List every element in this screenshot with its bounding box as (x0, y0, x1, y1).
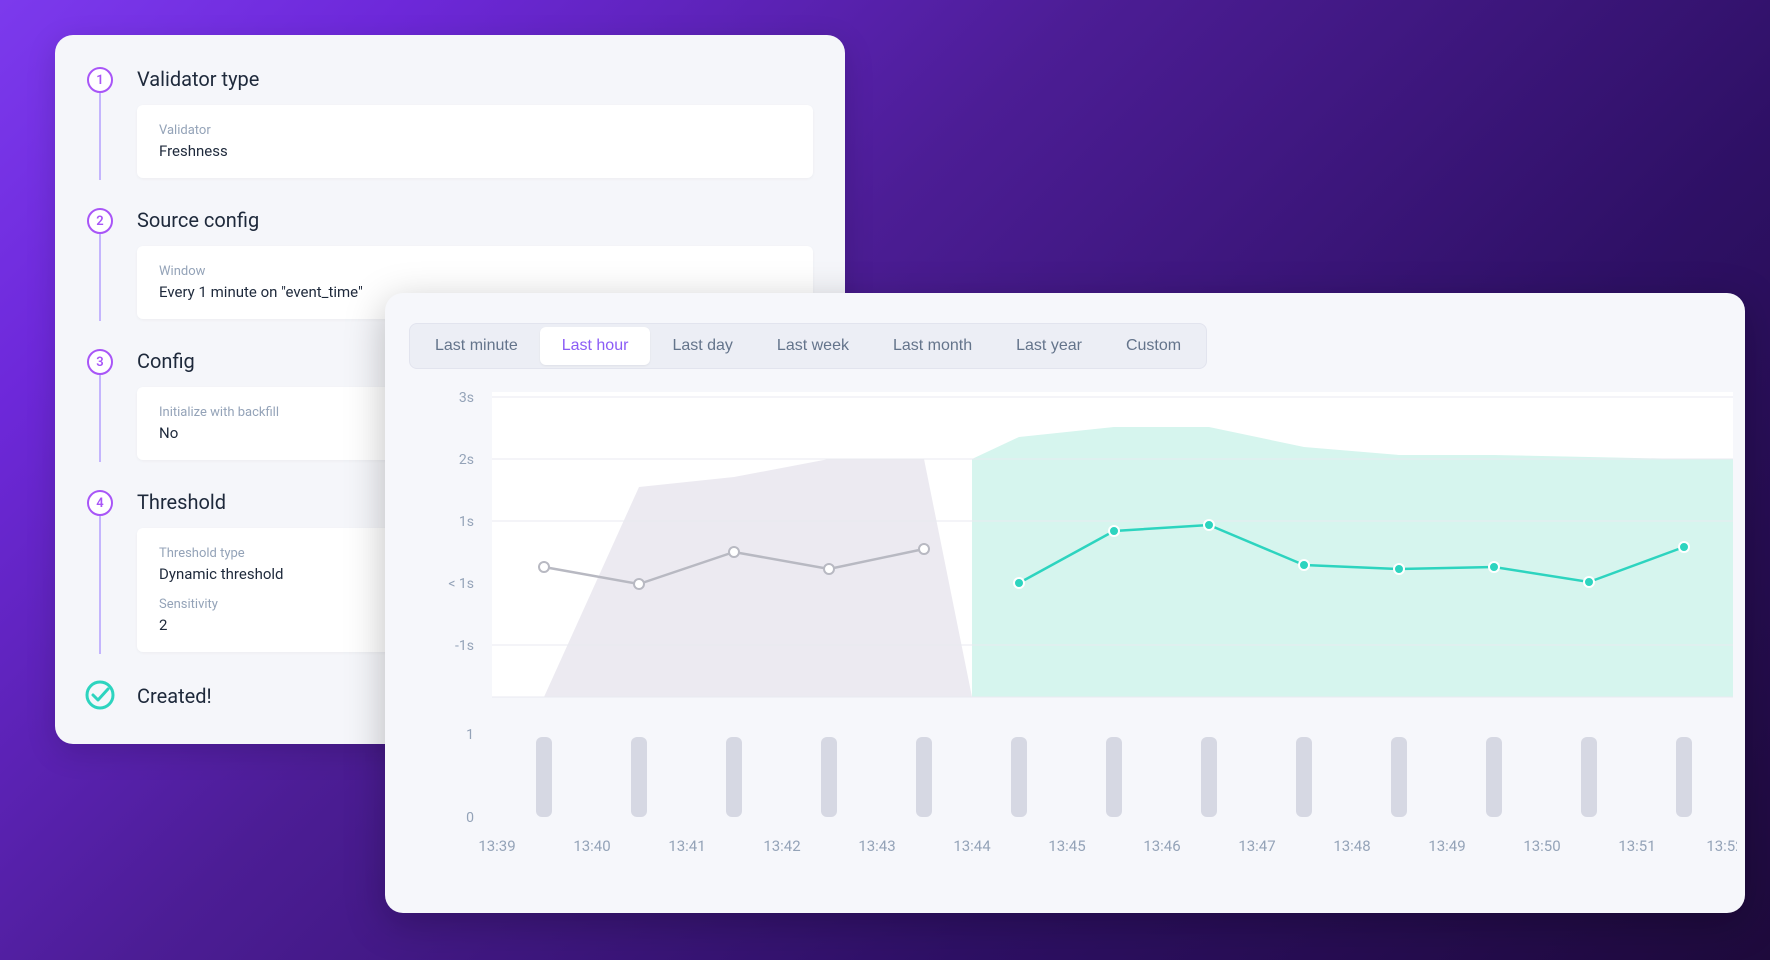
y-axis-tick-label: 1 (466, 727, 474, 743)
time-range-tab[interactable]: Last hour (540, 327, 651, 365)
y-axis-tick-label: 0 (466, 810, 474, 826)
x-axis-tick-label: 13:48 (1333, 837, 1370, 855)
data-point[interactable] (1109, 526, 1119, 536)
x-axis-tick-label: 13:47 (1238, 837, 1275, 855)
data-point[interactable] (1584, 577, 1594, 587)
bar[interactable] (916, 737, 932, 817)
bar[interactable] (631, 737, 647, 817)
x-axis-tick-label: 13:45 (1048, 837, 1085, 855)
step-connector (99, 93, 101, 180)
data-point[interactable] (1299, 560, 1309, 570)
step-number-badge: 1 (87, 67, 113, 93)
data-point[interactable] (729, 547, 739, 557)
time-range-tabs: Last minuteLast hourLast dayLast weekLas… (409, 323, 1207, 369)
x-axis-tick-label: 13:52 (1706, 837, 1737, 855)
area-band-teal (972, 427, 1733, 697)
x-axis-tick-label: 13:46 (1143, 837, 1180, 855)
x-axis-tick-label: 13:40 (573, 837, 610, 855)
step-details-box: Validator Freshness (137, 105, 813, 178)
step-detail-value: Freshness (159, 142, 791, 160)
bar[interactable] (1106, 737, 1122, 817)
step-detail-row: Validator Freshness (159, 123, 791, 160)
step-detail-label: Validator (159, 123, 791, 138)
data-point[interactable] (1204, 520, 1214, 530)
time-range-tab[interactable]: Last week (755, 327, 871, 365)
x-axis-tick-label: 13:39 (478, 837, 515, 855)
bar[interactable] (1581, 737, 1597, 817)
data-point[interactable] (1679, 542, 1689, 552)
y-axis-tick-label: 1s (459, 514, 474, 530)
step-number-badge: 2 (87, 208, 113, 234)
bar[interactable] (726, 737, 742, 817)
bar[interactable] (1391, 737, 1407, 817)
bar[interactable] (1296, 737, 1312, 817)
bar[interactable] (1201, 737, 1217, 817)
x-axis-tick-label: 13:42 (763, 837, 800, 855)
y-axis-tick-label: < 1s (448, 576, 474, 592)
time-range-tab[interactable]: Last month (871, 327, 994, 365)
step-title: Validator type (137, 65, 813, 105)
data-point[interactable] (1489, 562, 1499, 572)
bar[interactable] (536, 737, 552, 817)
x-axis-tick-label: 13:50 (1523, 837, 1560, 855)
x-axis-tick-label: 13:41 (668, 837, 705, 855)
wizard-step: 1 Validator type Validator Freshness (87, 65, 813, 178)
y-axis-tick-label: 2s (459, 452, 474, 468)
time-range-tab[interactable]: Last day (650, 327, 754, 365)
chart-svg: 3s 2s 1s < 1s -1s 1 013:39 13:40 13:41 13:42 13:43… (397, 387, 1737, 897)
time-range-tab[interactable]: Last minute (413, 327, 540, 365)
x-axis-tick-label: 13:51 (1618, 837, 1655, 855)
x-axis-tick-label: 13:49 (1428, 837, 1465, 855)
step-connector (99, 516, 101, 654)
bar[interactable] (1676, 737, 1692, 817)
step-number-badge: 3 (87, 349, 113, 375)
data-point[interactable] (539, 562, 549, 572)
data-point[interactable] (919, 544, 929, 554)
data-point[interactable] (824, 564, 834, 574)
x-axis-tick-label: 13:43 (858, 837, 895, 855)
bar[interactable] (1011, 737, 1027, 817)
data-point[interactable] (1394, 564, 1404, 574)
y-axis-tick-label: 3s (459, 390, 474, 406)
y-axis-tick-label: -1s (455, 638, 474, 654)
time-range-tab[interactable]: Last year (994, 327, 1104, 365)
step-connector (99, 375, 101, 462)
time-range-tab[interactable]: Custom (1104, 327, 1203, 365)
step-detail-label: Window (159, 264, 791, 279)
chart-area: 3s 2s 1s < 1s -1s 1 013:39 13:40 13:41 13:42 13:43… (397, 387, 1733, 897)
bar[interactable] (1486, 737, 1502, 817)
chart-card: Last minuteLast hourLast dayLast weekLas… (385, 293, 1745, 913)
data-point[interactable] (1014, 578, 1024, 588)
check-circle-icon (83, 678, 117, 712)
data-point[interactable] (634, 579, 644, 589)
step-number-badge: 4 (87, 490, 113, 516)
bar[interactable] (821, 737, 837, 817)
step-title: Source config (137, 206, 813, 246)
x-axis-tick-label: 13:44 (953, 837, 991, 855)
step-connector (99, 234, 101, 321)
